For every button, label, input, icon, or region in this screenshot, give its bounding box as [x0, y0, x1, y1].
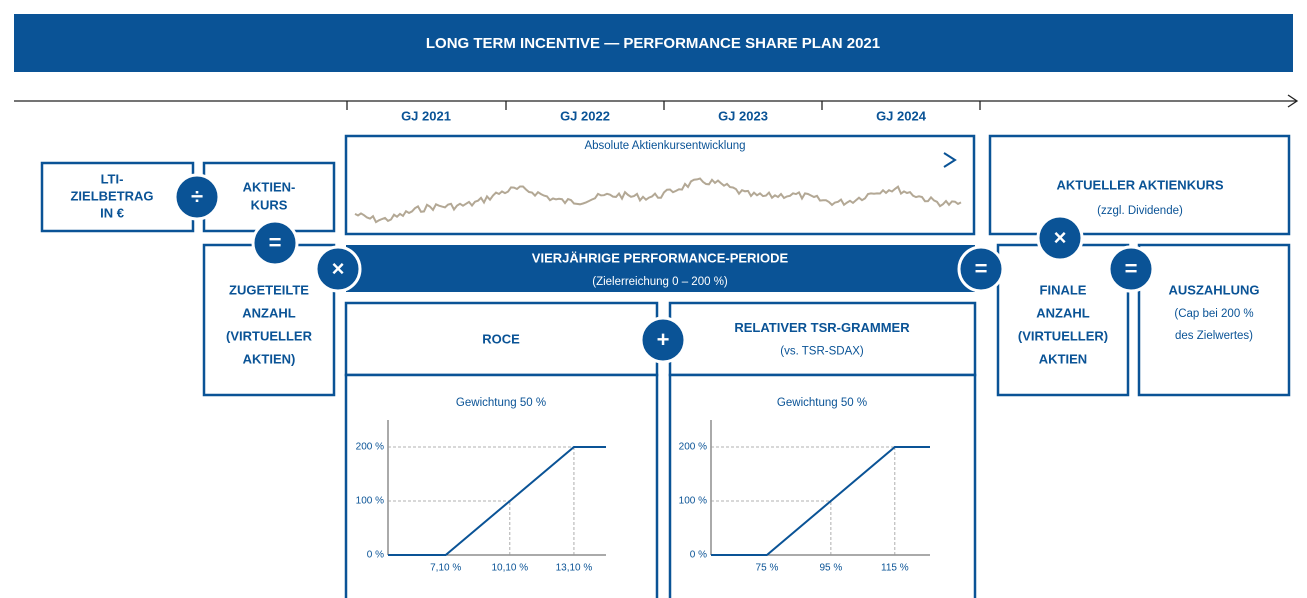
x-tick-label: 115 % — [881, 563, 909, 574]
year-label: GJ 2024 — [876, 108, 927, 123]
header-title: LONG TERM INCENTIVE — PERFORMANCE SHARE … — [426, 35, 880, 52]
box-label: AKTIEN- — [243, 179, 296, 194]
operator-circle — [1036, 214, 1084, 262]
x-tick-label: 7,10 % — [430, 563, 461, 574]
kpi-header-box — [668, 301, 977, 377]
header-bar — [14, 14, 1293, 72]
box-note: (Cap bei 200 % — [1174, 308, 1253, 320]
box-label: IN € — [100, 205, 124, 220]
box-label: ZIELBETRAG — [70, 188, 153, 203]
box-label: (VIRTUELLER — [226, 328, 313, 343]
x-tick-label: 13,10 % — [556, 563, 593, 574]
kpi-header-box — [344, 301, 659, 377]
operator-circle — [957, 245, 1005, 293]
year-label: GJ 2023 — [718, 108, 768, 123]
box-label: AKTIEN) — [243, 351, 296, 366]
x-tick-label: 10,10 % — [491, 563, 528, 574]
operator-symbol: × — [332, 256, 345, 281]
box-label: FINALE — [1040, 282, 1087, 297]
operator-circle — [251, 219, 299, 267]
operator-symbol: ÷ — [191, 184, 203, 209]
performance-subtitle: (Zielerreichung 0 – 200 %) — [592, 276, 728, 288]
box — [202, 243, 336, 397]
operator-symbol: + — [657, 327, 670, 352]
operator-circle — [173, 173, 221, 221]
box-label: AUSZAHLUNG — [1169, 282, 1260, 297]
y-tick-label: 100 % — [356, 496, 384, 507]
y-tick-label: 100 % — [679, 496, 707, 507]
y-tick-label: 0 % — [690, 550, 707, 561]
operator-symbol: = — [975, 256, 988, 281]
box-note: (zzgl. Dividende) — [1097, 205, 1183, 217]
operator-symbol: × — [1054, 225, 1067, 250]
share-price-arrow — [943, 152, 957, 168]
box — [202, 161, 336, 233]
operator-symbol: = — [269, 230, 282, 255]
year-label: GJ 2021 — [401, 108, 451, 123]
box — [988, 134, 1291, 236]
operator-circle — [639, 316, 687, 364]
y-tick-label: 200 % — [679, 442, 707, 453]
timeline-ticks — [346, 101, 981, 110]
kpi-chart-box — [344, 373, 659, 598]
y-tick-label: 0 % — [367, 550, 384, 561]
operator-circle — [314, 245, 362, 293]
share-price-label: Absolute Aktienkursentwicklung — [584, 140, 745, 152]
box-label: AKTUELLER AKTIENKURS — [1056, 177, 1223, 192]
performance-bar — [346, 245, 975, 292]
share-price-box — [344, 134, 976, 236]
kpi-weighting: Gewichtung 50 % — [456, 397, 546, 409]
timeline-arrow — [1287, 94, 1299, 108]
x-tick-label: 95 % — [819, 563, 842, 574]
operator-circle — [1107, 245, 1155, 293]
year-label: GJ 2022 — [560, 108, 610, 123]
target-curve — [711, 446, 930, 556]
box-label: (VIRTUELLER) — [1018, 328, 1108, 343]
box-label: LTI- — [101, 171, 124, 186]
kpi-title: ROCE — [482, 331, 520, 346]
performance-title: VIERJÄHRIGE PERFORMANCE-PERIODE — [532, 250, 789, 265]
box — [996, 243, 1130, 397]
box — [1137, 243, 1291, 397]
share-price-trend — [354, 177, 962, 224]
target-curve — [388, 446, 606, 556]
y-tick-label: 200 % — [356, 442, 384, 453]
kpi-note: (vs. TSR-SDAX) — [780, 346, 864, 358]
kpi-title: RELATIVER TSR-GRAMMER — [734, 320, 910, 335]
x-tick-label: 75 % — [756, 563, 779, 574]
box-label: ANZAHL — [1036, 305, 1089, 320]
operator-symbol: = — [1125, 256, 1138, 281]
box-label: KURS — [251, 197, 288, 212]
box-label: AKTIEN — [1039, 351, 1087, 366]
box-label: ZUGETEILTE — [229, 282, 309, 297]
box-label: ANZAHL — [242, 305, 295, 320]
box-note: des Zielwertes) — [1175, 330, 1253, 342]
kpi-chart-box — [668, 373, 977, 598]
kpi-weighting: Gewichtung 50 % — [777, 397, 867, 409]
